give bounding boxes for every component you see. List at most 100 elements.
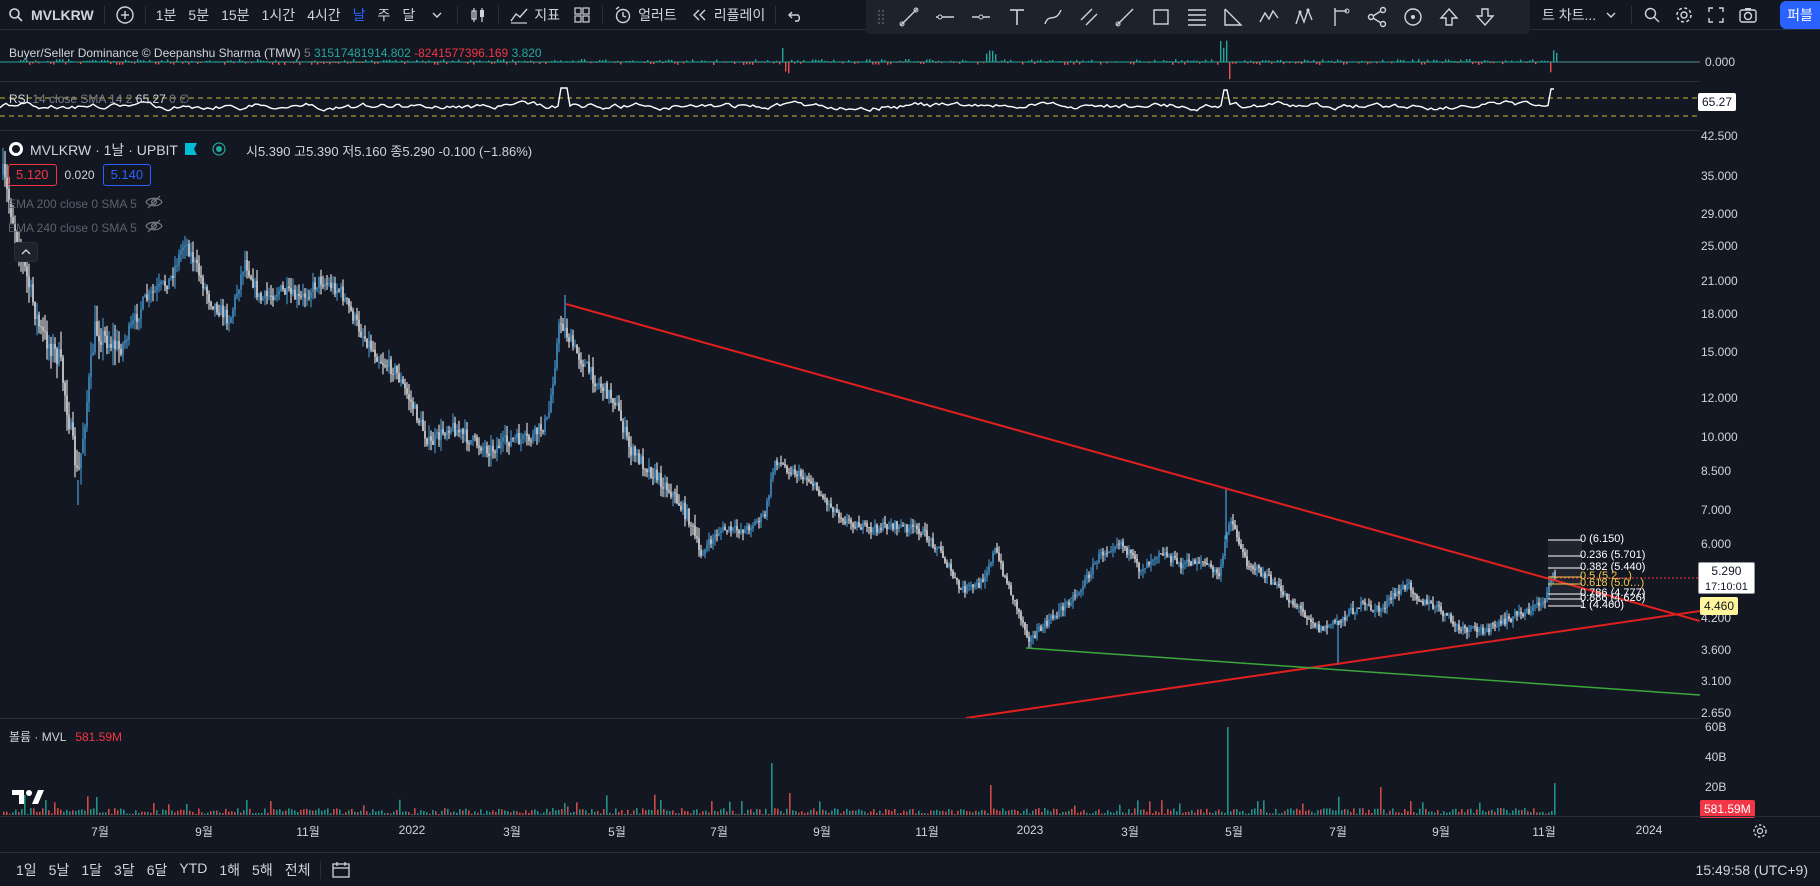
market-status-icon: [212, 141, 226, 159]
camera-icon: [1738, 5, 1758, 25]
parallel-channel-tool[interactable]: [1074, 2, 1104, 32]
rectangle-tool[interactable]: [1146, 2, 1176, 32]
publish-button[interactable]: 퍼블: [1780, 1, 1820, 29]
range-button[interactable]: 전체: [284, 861, 311, 878]
text-tool[interactable]: [1002, 2, 1032, 32]
candle-body: [1430, 601, 1432, 604]
snapshot-button[interactable]: [1732, 0, 1764, 30]
tmw-bar: [1457, 62, 1459, 64]
volume-bar: [321, 810, 323, 815]
interval-2[interactable]: 5분: [188, 6, 210, 23]
candle-body: [1190, 561, 1192, 566]
layouts-button[interactable]: [566, 0, 598, 30]
candle-body: [858, 522, 860, 528]
low-label: 저: [342, 143, 355, 159]
fib-retracement-tool[interactable]: [1182, 2, 1212, 32]
range-button[interactable]: 6달: [146, 861, 168, 878]
tmw-bar: [464, 62, 466, 63]
candle-body: [1044, 620, 1046, 628]
symbol-line[interactable]: MVLKRW · 1날 · UPBIT: [30, 142, 178, 158]
candle-body: [1012, 595, 1014, 600]
range-button[interactable]: YTD: [179, 859, 208, 876]
add-symbol-button[interactable]: [109, 0, 141, 30]
sell-price-button[interactable]: 5.120: [8, 164, 57, 186]
candle-body: [1500, 621, 1502, 624]
goto-date-button[interactable]: [325, 855, 357, 885]
undo-button[interactable]: [780, 0, 812, 30]
trend-line-tool[interactable]: [894, 2, 924, 32]
candle-body: [326, 283, 328, 285]
candle-body: [1028, 636, 1030, 642]
candle-body: [794, 469, 796, 475]
interval-5[interactable]: 4시간: [307, 6, 341, 23]
axis-settings-button[interactable]: [1752, 823, 1768, 842]
eye-off-icon[interactable]: [145, 195, 163, 212]
forecast-tool[interactable]: [1326, 2, 1356, 32]
volume-bar: [591, 809, 593, 815]
candle-body: [162, 280, 164, 282]
share-tool[interactable]: [1362, 2, 1392, 32]
candle-body: [1328, 625, 1330, 628]
triangle-pattern-tool[interactable]: [1218, 2, 1248, 32]
chart-type-button[interactable]: [462, 0, 494, 30]
drag-handle[interactable]: [874, 2, 888, 32]
volume-bar: [816, 811, 818, 815]
ema240-legend[interactable]: EMA 240 close 0 SMA 5: [8, 219, 163, 236]
candle-body: [58, 349, 60, 364]
clock[interactable]: 15:49:58 (UTC+9): [1695, 862, 1808, 878]
brush-tool[interactable]: [1038, 2, 1068, 32]
horizontal-ray-tool[interactable]: [930, 2, 960, 32]
settings-button[interactable]: [1668, 0, 1700, 30]
horizontal-line-tool[interactable]: [966, 2, 996, 32]
interval-4[interactable]: 1시간: [261, 6, 296, 23]
ema200-legend[interactable]: EMA 200 close 0 SMA 5: [8, 195, 163, 212]
arrow-down-tool[interactable]: [1470, 2, 1500, 32]
eye-off-icon[interactable]: [145, 219, 163, 236]
interval-8[interactable]: 달: [402, 6, 416, 23]
range-button[interactable]: 3달: [114, 861, 135, 878]
elliott-wave-tool[interactable]: [1254, 2, 1284, 32]
arrow-up-tool[interactable]: [1434, 2, 1464, 32]
candle-body: [664, 482, 666, 489]
ray-tool[interactable]: [1110, 2, 1140, 32]
tmw-bar: [1466, 59, 1468, 62]
last-price: 5.290: [1711, 564, 1742, 578]
replay-button[interactable]: 리플레이: [683, 0, 772, 30]
candle-body: [68, 415, 70, 429]
candle-body: [1428, 601, 1430, 605]
range-button[interactable]: 5날: [48, 861, 70, 878]
pattern-tool[interactable]: [1290, 2, 1320, 32]
quick-search-button[interactable]: [1636, 0, 1668, 30]
interval-7[interactable]: 주: [377, 6, 391, 23]
fullscreen-button[interactable]: [1700, 0, 1732, 30]
tmw-bar: [749, 62, 751, 65]
volume-bar: [201, 812, 203, 815]
candle-body: [666, 482, 668, 491]
tmw-bar: [1244, 60, 1246, 62]
interval-6[interactable]: 날: [352, 6, 366, 23]
indicators-button[interactable]: 지표: [503, 0, 566, 30]
candle-body: [412, 401, 414, 409]
tradingview-logo[interactable]: [12, 788, 44, 809]
chart-menu-button[interactable]: 트 차트...: [1536, 0, 1627, 30]
interval-1[interactable]: 1분: [155, 6, 177, 23]
candle-body: [504, 435, 506, 437]
fib-level-label: 0.886 (4.626): [1580, 592, 1646, 604]
alert-button[interactable]: 얼러트: [607, 0, 683, 30]
range-button[interactable]: 1일: [16, 861, 37, 878]
candle-body: [1178, 562, 1180, 564]
symbol-search[interactable]: MVLKRW: [0, 0, 100, 30]
buy-price-button[interactable]: 5.140: [102, 164, 152, 186]
range-button[interactable]: 1달: [81, 861, 103, 878]
measure-tool[interactable]: [1398, 2, 1428, 32]
interval-dropdown[interactable]: [421, 0, 453, 30]
range-button[interactable]: 1해: [219, 861, 241, 878]
tmw-bar: [491, 62, 493, 65]
interval-3[interactable]: 15분: [221, 6, 250, 23]
collapse-legend-button[interactable]: [14, 242, 38, 262]
tmw-bar: [1130, 62, 1132, 65]
candle-body: [152, 291, 154, 293]
range-button[interactable]: 5해: [252, 861, 273, 878]
candle-body: [1482, 627, 1484, 634]
candle-body: [1404, 585, 1406, 590]
